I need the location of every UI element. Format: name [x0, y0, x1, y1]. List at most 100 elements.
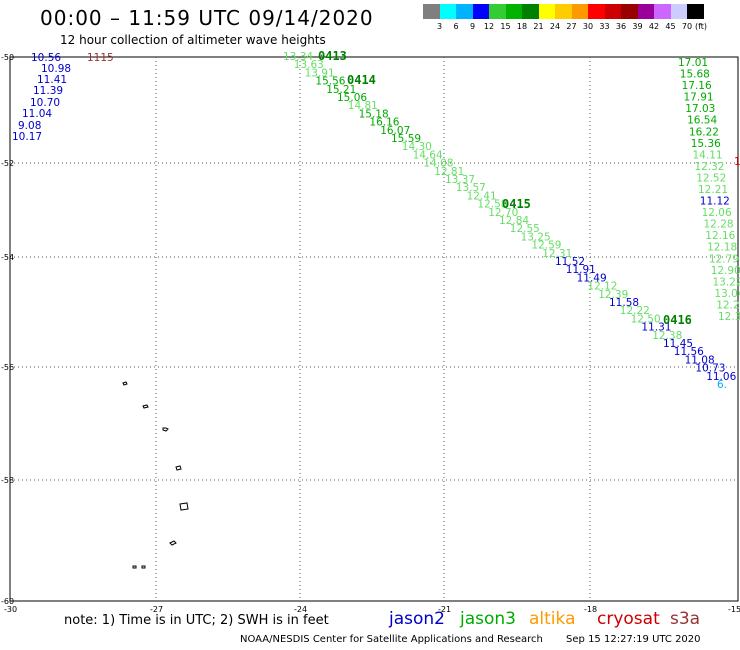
lon-tick-label: -15 [728, 605, 740, 614]
scale-swatch [555, 4, 572, 19]
swh-label: 15.59 [391, 133, 421, 145]
pass-time-label: 0414 [347, 73, 376, 87]
swh-label: 12.06 [702, 207, 732, 219]
footer-org: NOAA/NESDIS Center for Satellite Applica… [240, 634, 543, 645]
map-subtitle: 12 hour collection of altimeter wave hei… [60, 33, 326, 47]
swh-label: 11.45 [663, 338, 693, 350]
scale-label: 18 [516, 22, 528, 31]
swh-label: 12.3 [718, 311, 740, 323]
lon-tick-label: -21 [438, 605, 451, 614]
scale-swatch [538, 4, 555, 19]
scale-swatch [588, 4, 605, 19]
swh-label: 13.04 [714, 288, 740, 300]
swh-label: 15.06 [337, 92, 367, 104]
scale-label: 33 [599, 22, 610, 31]
swh-label: 11.39 [33, 85, 63, 97]
scale-label: 9 [469, 22, 476, 31]
swh-label: 12.38 [652, 330, 682, 342]
pass-time-label: 0413 [318, 49, 347, 63]
swh-label: 12.18 [707, 242, 737, 254]
swh-label: 12.90 [711, 265, 740, 277]
swh-label: 15.18 [359, 108, 389, 120]
swh-label: 12.55 [510, 223, 540, 235]
swh-label: 12.22 [620, 305, 650, 317]
scale-swatch [687, 4, 704, 19]
swh-label: 11.41 [37, 74, 67, 86]
scale-label: 21 [533, 22, 544, 31]
scale-swatch [489, 4, 506, 19]
swh-label: 11.56 [674, 346, 704, 358]
lat-tick-label: -50 [1, 53, 14, 62]
scale-label: 12 [483, 22, 495, 31]
swh-label: 16.54 [687, 115, 717, 127]
swh-label: 13.91 [305, 67, 335, 79]
swh-label: 11.58 [609, 297, 639, 309]
swh-label: 15.21 [326, 84, 356, 96]
scale-label: 3 [436, 22, 443, 31]
scale-label: (ft) [694, 22, 708, 31]
swh-label: 17.03 [685, 103, 715, 115]
swh-label: 6. [717, 379, 727, 391]
lon-tick-label: -18 [584, 605, 597, 614]
scale-swatch [522, 4, 539, 19]
scale-swatch [472, 4, 489, 19]
swh-label: 15.36 [691, 138, 721, 150]
lon-tick-label: -27 [150, 605, 163, 614]
footer: NOAA/NESDIS Center for Satellite Applica… [240, 634, 701, 645]
swh-label: 12.41 [467, 190, 497, 202]
lat-tick-label: -52 [1, 159, 14, 168]
swh-label: 13.22 [713, 276, 740, 288]
scale-swatch [439, 4, 456, 19]
color-scale-labels: 3 6 9 12 15 18 21 24 27 30 33 36 39 42 45 70 (ft) [0, 22, 740, 34]
swh-label: 12.39 [598, 289, 628, 301]
swh-label: 12.58 [477, 199, 507, 211]
scale-swatch [423, 4, 440, 19]
swh-label: 13.37 [445, 174, 475, 186]
scale-label: 30 [582, 22, 594, 31]
swh-label: 13.57 [456, 182, 486, 194]
axis-tick-labels: -50 -52 -54 -56 -58 -60-30 -27 -24 -21 -18 -15 [1, 53, 740, 614]
track-diagonal: 13.3413.6313.9115.5615.2115.0614.8115.18… [283, 51, 737, 391]
scale-swatch [604, 4, 621, 19]
swh-label: 12.84 [499, 215, 529, 227]
swh-label: 16.16 [369, 117, 399, 129]
legend-item-jason3: jason3 [460, 609, 516, 629]
swh-label: 11.06 [706, 371, 736, 383]
swh-label: 9.08 [18, 120, 41, 132]
scale-swatch [637, 4, 654, 19]
swh-label: 12.79 [709, 253, 739, 265]
map-title: 00:00 – 11:59 UTC 09/14/2020 [40, 6, 374, 30]
swh-label: 10.17 [12, 131, 42, 143]
swh-label: 12.59 [531, 240, 561, 252]
swh-label: 11.91 [566, 264, 596, 276]
swh-label: 13.63 [294, 59, 324, 71]
swh-label-cryosat: 1 [734, 156, 740, 168]
swh-label: 15.68 [680, 69, 710, 81]
legend-item-s3a: s3a [670, 609, 701, 629]
swh-label: 16.22 [689, 126, 719, 138]
scale-label: 70 [681, 22, 693, 31]
legend-item-jason2: jason2 [389, 609, 445, 629]
island-outlines [122, 381, 189, 569]
swh-label: 12.50 [631, 313, 661, 325]
swh-label-s3a: 1115 [87, 52, 114, 64]
scale-label: 15 [500, 22, 511, 31]
swh-label: 17.91 [684, 92, 714, 104]
swh-label: 14.30 [402, 141, 432, 153]
swh-label: 14.11 [693, 149, 723, 161]
swh-label: 12.81 [434, 166, 464, 178]
swh-label: 11.08 [685, 354, 715, 366]
swh-label: 12.70 [488, 207, 518, 219]
swh-label: 12.31 [542, 248, 572, 260]
swh-label: 11.04 [22, 108, 52, 120]
swh-label: 11.12 [700, 196, 730, 208]
legend-item-cryosat: cryosat [597, 609, 660, 629]
lon-tick-label: -24 [294, 605, 307, 614]
swh-label: 10.70 [30, 97, 60, 109]
swh-label: 17.16 [682, 80, 712, 92]
swh-label: 10.56 [31, 52, 61, 64]
swh-label: 14.08 [423, 158, 453, 170]
swh-label: 13.25 [521, 231, 551, 243]
